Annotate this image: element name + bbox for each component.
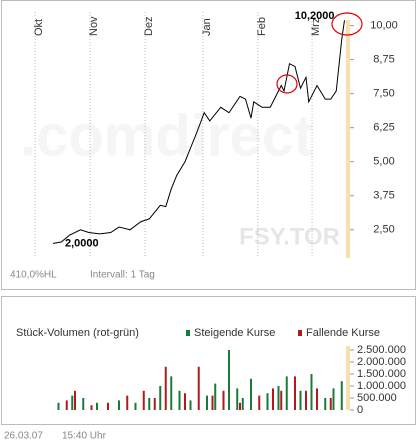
highlight-circle [331,12,363,36]
volume-bar [148,398,151,410]
highlight-bar [346,346,350,410]
volume-bar [189,400,192,410]
volume-bar [74,390,76,410]
y-tick-label: 500.000 [357,392,397,404]
x-tick-label: Nov [88,16,100,36]
volume-bar [107,402,109,410]
legend-swatch [186,330,190,336]
y-tick-label: 10,00 [370,20,398,32]
volume-bar [222,390,225,410]
volume-bar [142,390,145,410]
volume-title: Stück-Volumen (rot-grün) [16,327,139,339]
volume-bar [65,400,68,410]
price-line [52,20,345,244]
y-tick-label: 2.000.000 [357,356,406,368]
volume-bar [170,376,173,410]
legend-swatch [298,330,302,336]
range-text: 410,0%HL [10,270,57,281]
y-tick-label: 1.500.000 [357,368,406,380]
volume-bar [96,402,98,410]
x-tick-label: Jan [201,18,213,36]
volume-bar [266,393,269,410]
volume-bar [57,402,60,410]
y-tick-label: 6,25 [373,122,394,134]
footer-time: 15:40 Uhr [62,431,107,442]
x-tick-label: Dez [143,16,155,36]
volume-bar [211,395,214,410]
volume-bar [184,393,186,410]
volume-bar [71,395,74,410]
footer-date: 26.03.07 [4,431,43,442]
volume-bar [285,376,288,410]
x-tick-label: Mrz [310,18,322,36]
volume-bar [90,405,93,410]
highlight-circle [276,74,298,94]
volume-bar [272,388,274,410]
y-tick-label: 3,75 [373,190,394,202]
volume-bar [228,350,230,410]
volume-bar [310,374,313,410]
legend-label: Fallende Kurse [306,327,380,339]
x-tick-label: Feb [256,17,268,36]
volume-bar [153,398,156,410]
y-tick-label: 8,75 [373,54,394,66]
price-chart: Okt Nov Dez Jan Feb Mrz 2,50 3,75 5,00 6,25 7,50 8,… [33,10,398,257]
x-tick-label: Okt [33,19,45,36]
volume-bar [241,398,244,410]
volume-bar [299,390,302,410]
volume-bar [258,395,261,410]
volume-bar [126,395,129,410]
y-tick-label: 2,50 [373,224,394,236]
symbol-watermark: FSY.TOR [239,223,340,250]
volume-bar [329,398,332,410]
y-tick-label: 0 [357,404,363,416]
legend-label: Steigende Kurse [194,327,275,339]
y-tick-label: 7,50 [373,88,394,100]
volume-panel [1,296,416,425]
low-label: 2,0000 [65,237,99,249]
y-tick-label: 5,00 [373,156,394,168]
volume-bar [305,390,307,410]
volume-bar [277,386,280,410]
volume-bar [294,376,296,410]
volume-bar [316,388,318,410]
volume-bar [250,378,252,410]
volume-bar [206,395,208,410]
volume-bar [134,402,137,410]
interval-text: Intervall: 1 Tag [90,270,155,281]
y-tick-label: 2.500.000 [357,344,406,356]
volume-bar [236,388,239,410]
volume-bar [332,388,335,410]
volume-bar [324,398,327,410]
volume-bar [239,402,241,410]
highlight-bar [346,20,350,258]
volume-bar [164,366,167,410]
y-tick-label: 1.000.000 [357,380,406,392]
volume-chart: 0500.0001.000.0001.500.0002.000.0002.500… [57,327,406,416]
volume-bar [197,366,200,410]
volume-bar [340,381,343,410]
volume-bar [118,400,120,410]
volume-bar [214,383,217,410]
volume-bar [159,386,162,410]
volume-bar [82,398,85,410]
high-label: 10,2000 [295,10,335,22]
volume-bar [280,390,283,410]
volume-bar [178,390,181,410]
watermark: .comdirect [20,103,313,168]
